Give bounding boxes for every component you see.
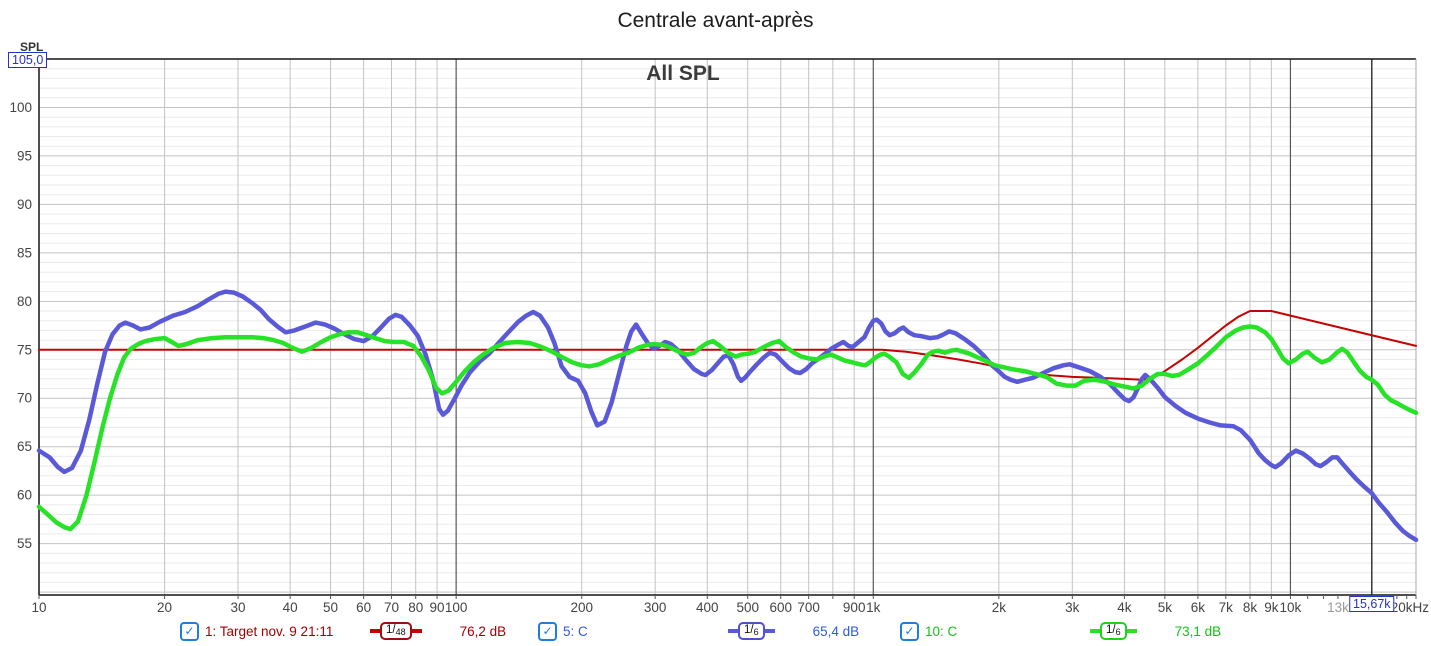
trace-level: 73,1 dB	[1174, 623, 1222, 639]
trace-checkbox[interactable]: ✓	[538, 621, 557, 641]
svg-text:6k: 6k	[1191, 600, 1206, 615]
smoothing-numerator: 1/	[1106, 624, 1116, 636]
check-icon: ✓	[184, 624, 195, 638]
smoothing-badge: 1/6	[728, 622, 775, 640]
trace-label[interactable]: 10: C	[925, 623, 958, 639]
svg-text:60: 60	[17, 488, 32, 503]
svg-text:400: 400	[696, 600, 719, 615]
trace-checkbox[interactable]: ✓	[180, 621, 199, 641]
svg-text:85: 85	[17, 245, 32, 260]
series-measurement-5	[36, 289, 1419, 543]
svg-text:600: 600	[769, 600, 792, 615]
check-icon: ✓	[542, 624, 553, 638]
trace-line-sample	[411, 629, 422, 633]
svg-text:20: 20	[157, 600, 172, 615]
svg-text:40: 40	[283, 600, 298, 615]
check-icon: ✓	[904, 624, 915, 638]
trace-line-sample	[1126, 629, 1137, 633]
trace-label[interactable]: 1: Target nov. 9 21:11	[205, 623, 334, 639]
trace-level: 76,2 dB	[459, 623, 507, 639]
svg-text:60: 60	[356, 600, 371, 615]
page-title: Centrale avant-après	[617, 9, 814, 32]
smoothing-badge: 1/48	[370, 622, 422, 640]
trace-checkbox[interactable]: ✓	[900, 621, 919, 641]
svg-text:2k: 2k	[992, 600, 1007, 615]
svg-text:80: 80	[17, 294, 32, 309]
svg-text:9k: 9k	[1264, 600, 1279, 615]
smoothing-value: 1/6	[738, 622, 765, 640]
svg-text:30: 30	[231, 600, 246, 615]
svg-text:100: 100	[9, 100, 32, 115]
trace-line-sample	[764, 629, 775, 633]
trace-line-sample	[370, 629, 380, 633]
svg-text:90: 90	[17, 197, 32, 212]
svg-text:700: 700	[797, 600, 820, 615]
measurement-legend: ✓ 1: Target nov. 9 21:11 1/48 76,2 dB ✓ …	[0, 620, 1431, 644]
svg-text:75: 75	[17, 342, 32, 357]
trace-level: 65,4 dB	[812, 623, 860, 639]
vertical-gridlines	[164, 59, 1292, 595]
svg-text:95: 95	[17, 148, 32, 163]
svg-text:900: 900	[843, 600, 866, 615]
smoothing-denominator: 6	[753, 627, 759, 637]
trace-line-sample	[728, 629, 738, 633]
svg-text:13k: 13k	[1327, 600, 1349, 615]
svg-text:10k: 10k	[1280, 600, 1302, 615]
svg-text:55: 55	[17, 536, 32, 551]
smoothing-value: 1/48	[380, 622, 412, 640]
graph-title: All SPL	[646, 62, 720, 85]
svg-text:500: 500	[736, 600, 759, 615]
smoothing-badge: 1/6	[1090, 622, 1137, 640]
smoothing-numerator: 1/	[744, 624, 754, 636]
svg-text:20kHz: 20kHz	[1391, 600, 1430, 615]
legend-entry-target: ✓ 1: Target nov. 9 21:11 1/48 76,2 dB	[180, 620, 506, 642]
svg-text:70: 70	[17, 391, 32, 406]
svg-text:4k: 4k	[1117, 600, 1132, 615]
svg-text:50: 50	[323, 600, 338, 615]
svg-text:200: 200	[570, 600, 593, 615]
legend-entry-measurement-5: ✓ 5: C 1/6 65,4 dB	[538, 620, 859, 642]
smoothing-numerator: 1/	[386, 624, 396, 636]
y-axis-title: SPL	[20, 40, 44, 54]
smoothing-value: 1/6	[1100, 622, 1127, 640]
smoothing-denominator: 6	[1115, 627, 1121, 637]
svg-text:7k: 7k	[1219, 600, 1234, 615]
legend-entry-measurement-10: ✓ 10: C 1/6 73,1 dB	[900, 620, 1221, 642]
svg-text:70: 70	[384, 600, 399, 615]
y-axis-labels: 55 60 65 70 75 80 85 90 95 100	[9, 100, 32, 551]
trace-line-sample	[1090, 629, 1100, 633]
svg-text:5k: 5k	[1158, 600, 1173, 615]
trace-label[interactable]: 5: C	[563, 623, 588, 639]
svg-text:10: 10	[31, 600, 46, 615]
cursor-frequency-readout: 15,67k	[1349, 596, 1395, 612]
svg-text:65: 65	[17, 439, 32, 454]
horizontal-gridlines	[39, 68, 1416, 593]
svg-text:3k: 3k	[1065, 600, 1080, 615]
svg-text:80: 80	[408, 600, 423, 615]
svg-text:1k: 1k	[866, 600, 881, 615]
series-target	[38, 310, 1417, 381]
svg-text:8k: 8k	[1243, 600, 1258, 615]
svg-text:100: 100	[445, 600, 468, 615]
y-axis-max-readout[interactable]: 105,0	[8, 52, 48, 68]
x-axis-labels: 10 20 30 40 50 60 70 80 90 100 200 300 400 500 600 700 9…	[31, 600, 1429, 615]
svg-text:90: 90	[430, 600, 445, 615]
smoothing-denominator: 48	[395, 627, 406, 637]
series-measurement-10	[36, 324, 1419, 532]
svg-text:300: 300	[644, 600, 667, 615]
